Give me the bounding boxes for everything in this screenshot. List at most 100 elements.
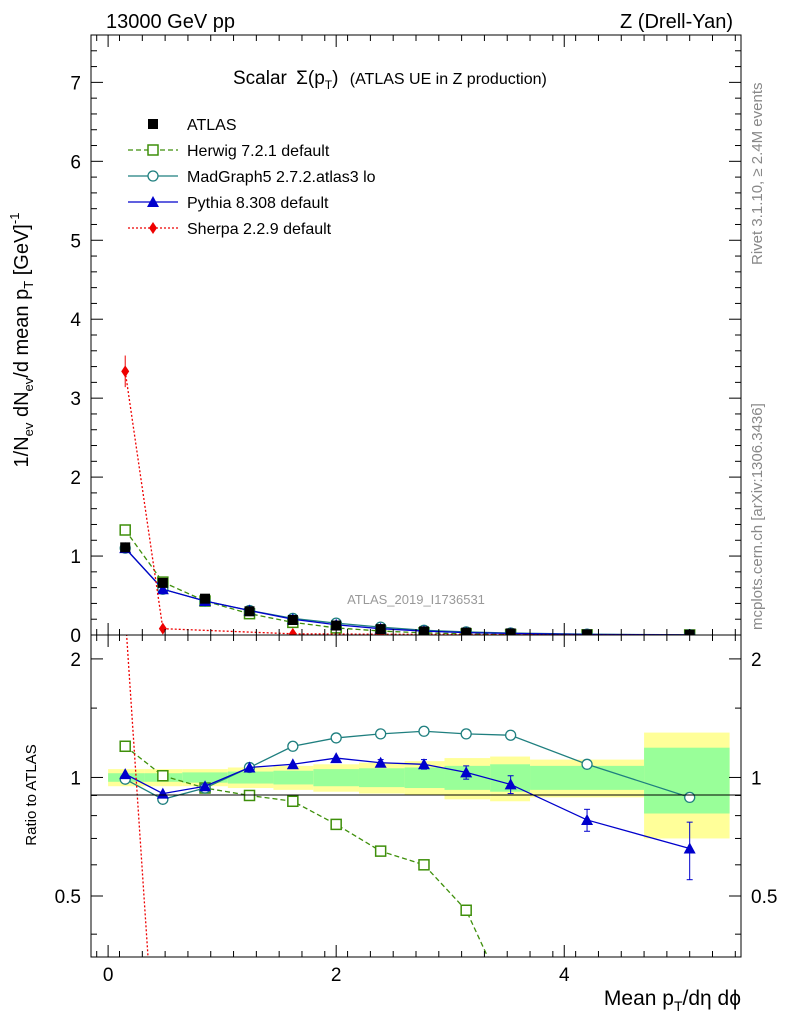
y-tick-label: 0	[70, 626, 81, 647]
data-point	[200, 593, 211, 604]
axes: 0 1 2 3 4 5 6 7 0 2 4 0.5 0.5 1 1 2 2	[55, 35, 777, 986]
ratio-point	[330, 818, 342, 831]
y-tick-label: 3	[70, 389, 81, 410]
band-green	[273, 770, 314, 785]
ratio-point	[374, 756, 387, 768]
legend-marker	[148, 119, 158, 129]
data-point	[461, 627, 472, 635]
band-green	[444, 765, 491, 790]
series-point	[119, 524, 131, 536]
data-point	[157, 577, 168, 588]
series-line	[124, 371, 690, 635]
legend-marker	[149, 222, 157, 234]
series-2	[119, 542, 694, 635]
legend: ATLAS Herwig 7.2.1 default MadGraph5 2.7.2…	[128, 117, 376, 238]
series-point	[121, 365, 130, 378]
ratio-point	[157, 769, 169, 782]
legend-marker	[147, 196, 159, 207]
legend-label: Pythia 8.308 default	[187, 195, 329, 212]
data-point	[244, 606, 255, 617]
series-point	[288, 627, 297, 635]
data-point	[505, 628, 516, 635]
ratio-point	[684, 791, 696, 804]
ratio-point	[374, 845, 387, 857]
analysis-label: ATLAS_2019_I1736531	[347, 592, 485, 607]
band-green	[358, 768, 405, 788]
x-tick-label: 2	[331, 965, 342, 986]
legend-marker	[147, 170, 159, 182]
ratio-point	[119, 740, 131, 753]
ratio-line	[124, 757, 690, 850]
series-0	[119, 524, 696, 635]
legend-label: ATLAS	[187, 117, 237, 134]
ratio-point	[460, 766, 473, 778]
ratio-point	[374, 728, 387, 740]
y-tick-label: 5	[70, 231, 81, 252]
ratio-line	[125, 635, 149, 957]
legend-label: Herwig 7.2.1 default	[187, 143, 330, 160]
ratio-tick-label-right: 0.5	[751, 887, 777, 908]
ratio-point	[683, 842, 696, 854]
legend-entry: Herwig 7.2.1 default	[128, 143, 330, 160]
series-line	[124, 547, 690, 635]
ratio-tick-label: 1	[70, 768, 81, 789]
x-tick-label: 4	[559, 965, 570, 986]
header-right: Z (Drell-Yan)	[620, 11, 733, 33]
ratio-point	[504, 778, 517, 790]
band-green	[182, 772, 228, 783]
legend-entry: ATLAS	[148, 117, 237, 134]
ratio-point	[287, 795, 299, 808]
y-axis-label: 1/Nev dNev/d mean pT [GeV]-1	[7, 213, 36, 468]
ratio-series-3	[125, 635, 149, 957]
header-left: 13000 GeV pp	[106, 11, 235, 33]
ratio-panel-frame	[90, 634, 742, 958]
data-point	[582, 629, 593, 635]
data-point	[287, 615, 298, 625]
ratio-point	[504, 729, 517, 741]
ratio-point	[199, 780, 212, 792]
legend-entry: Pythia 8.308 default	[128, 195, 329, 212]
ratio-series-2	[119, 752, 696, 881]
ratio-point	[243, 761, 256, 773]
ratio-point	[417, 758, 430, 770]
legend-marker	[147, 144, 159, 156]
series-point	[158, 622, 167, 635]
ratio-tick-label: 2	[70, 650, 81, 671]
series-line	[124, 529, 690, 635]
ratio-point	[418, 725, 430, 737]
plot-title-suffix: (ATLAS UE in Z production)	[350, 71, 547, 88]
y-tick-label: 2	[70, 468, 81, 489]
band-green	[313, 769, 359, 787]
band-green	[530, 765, 645, 790]
legend-label: Sherpa 2.2.9 default	[187, 221, 332, 238]
data-point	[418, 626, 429, 635]
x-axis-label: Mean pT/dη dϕ	[604, 987, 741, 1014]
plot-title: Scalar Σ(pT) (ATLAS UE in Z production)	[233, 68, 547, 92]
ratio-point	[286, 758, 299, 770]
ratio-point	[287, 740, 299, 752]
series-point	[156, 583, 169, 595]
data-point	[375, 624, 386, 635]
plot-title-prefix: Scalar	[233, 68, 288, 89]
ratio-point	[460, 728, 472, 740]
ratio-point	[119, 768, 132, 780]
ratio-tick-label-right: 1	[751, 768, 762, 789]
ratio-axis-label: Ratio to ATLAS	[23, 744, 40, 845]
ratio-point	[460, 904, 472, 917]
top-panel-series	[119, 355, 696, 635]
band-green	[404, 767, 445, 789]
ratio-point	[330, 752, 343, 764]
ratio-tick-label-right: 2	[751, 650, 762, 671]
legend-entry: MadGraph5 2.7.2.atlas3 lo	[128, 169, 376, 186]
source-info: mcplots.cern.ch [arXiv:1306.3436]	[749, 403, 766, 630]
band-green	[644, 747, 730, 814]
y-tick-label: 6	[70, 152, 81, 173]
ratio-point	[581, 813, 594, 825]
ratio-point	[418, 859, 430, 871]
ratio-point	[581, 758, 593, 770]
y-tick-label: 1	[70, 547, 81, 568]
legend-label: MadGraph5 2.7.2.atlas3 lo	[187, 169, 376, 186]
ratio-line	[124, 730, 690, 801]
legend-entry: Sherpa 2.2.9 default	[128, 221, 332, 238]
